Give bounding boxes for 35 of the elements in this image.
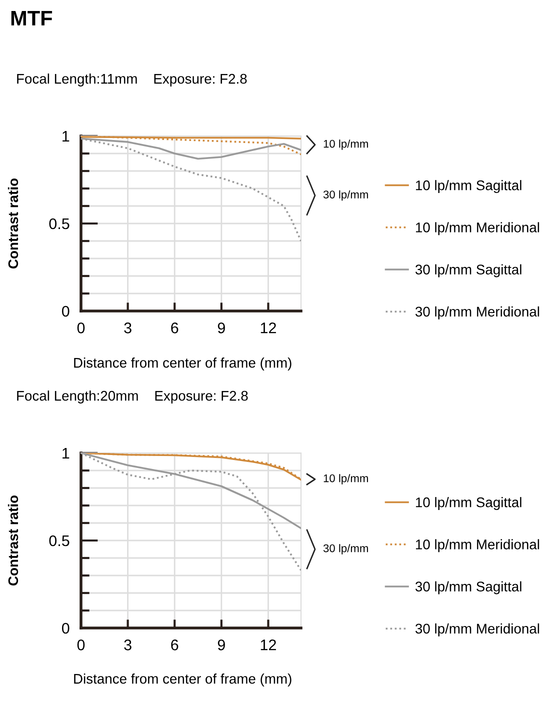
x-tick-label: 12 [260,322,276,334]
x-tick-label: 0 [77,640,85,650]
x-tick-label: 6 [171,322,178,334]
y-tick-label: 1 [62,131,70,142]
text: 10 lp/mm [324,140,368,150]
x-tick-label: 9 [218,322,225,334]
y-tick-label: 0.5 [49,535,70,546]
x-tick-label: 9 [218,640,225,650]
x-tick-label: 0 [77,322,85,334]
chart-subtitle: Focal Length:20mm Exposure: F2.8 [17,390,248,404]
y-tick-label: 0 [62,306,70,317]
x-tick-label: 6 [171,640,178,650]
legend-label: 30 lp/mm Meridional [415,623,540,636]
x-tick-label: 12 [260,640,276,650]
y-tick-label: 0.5 [49,218,70,230]
legend-label: 10 lp/mm Sagittal [416,180,522,194]
text: 30 lp/mm [323,544,368,554]
text: 10 lp/mm [324,474,368,484]
y-axis-title: Contrast ratio [8,178,18,268]
x-axis-title: Distance from center of frame (mm) [74,674,292,686]
y-axis-title: Contrast ratio [8,496,18,586]
x-tick-label: 3 [124,640,132,650]
legend-label: 30 lp/mm Meridional [415,306,540,320]
x-tick-label: 3 [124,322,132,334]
legend-label: 30 lp/mm Sagittal [415,581,522,594]
x-axis-title: Distance from center of frame (mm) [74,358,292,370]
legend-label: 10 lp/mm Meridional [416,222,540,236]
legend-label: 10 lp/mm Sagittal [416,497,522,510]
legend-label: 30 lp/mm Sagittal [415,264,522,278]
y-tick-label: 0 [62,622,70,634]
text: 30 lp/mm [323,190,368,201]
y-tick-label: 1 [62,448,70,459]
chart-title: MTF [11,11,52,26]
chart-subtitle: Focal Length:11mm Exposure: F2.8 [17,74,247,86]
legend-label: 10 lp/mm Meridional [416,539,540,552]
